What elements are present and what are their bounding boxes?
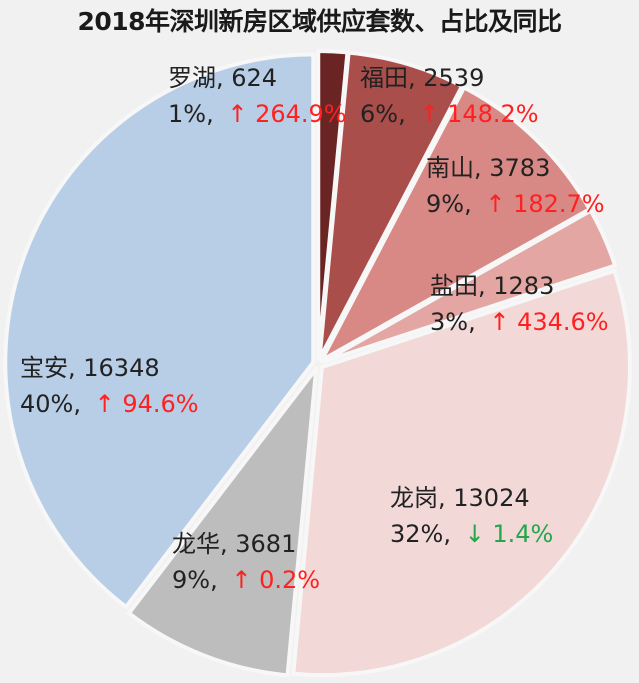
pie-slice-longgang bbox=[291, 268, 632, 678]
slice-label-luohu: 罗湖, 624 1%, ↑ 264.9% bbox=[168, 64, 347, 128]
pie-slice-nanshan bbox=[319, 85, 592, 363]
slice-label-yantian: 盐田, 1283 3%, ↑ 434.6% bbox=[430, 272, 609, 336]
slice-label-longhua: 龙华, 3681 9%, ↑ 0.2% bbox=[172, 530, 321, 594]
slice-label-longgang: 龙岗, 13024 32%, ↓ 1.4% bbox=[390, 484, 554, 548]
pie-slice-baoan bbox=[3, 52, 316, 609]
slice-label-baoan: 宝安, 16348 40%, ↑ 94.6% bbox=[20, 354, 199, 418]
slice-label-futian: 福田, 2539 6%, ↑ 148.2% bbox=[360, 64, 539, 128]
pie-slice-futian bbox=[317, 50, 465, 362]
pie-slice-yantian bbox=[320, 208, 618, 364]
chart-title: 2018年深圳新房区域供应套数、占比及同比 bbox=[77, 7, 562, 36]
slice-label-nanshan: 南山, 3783 9%, ↑ 182.7% bbox=[426, 154, 605, 218]
pie-slice-longhua bbox=[126, 366, 319, 678]
